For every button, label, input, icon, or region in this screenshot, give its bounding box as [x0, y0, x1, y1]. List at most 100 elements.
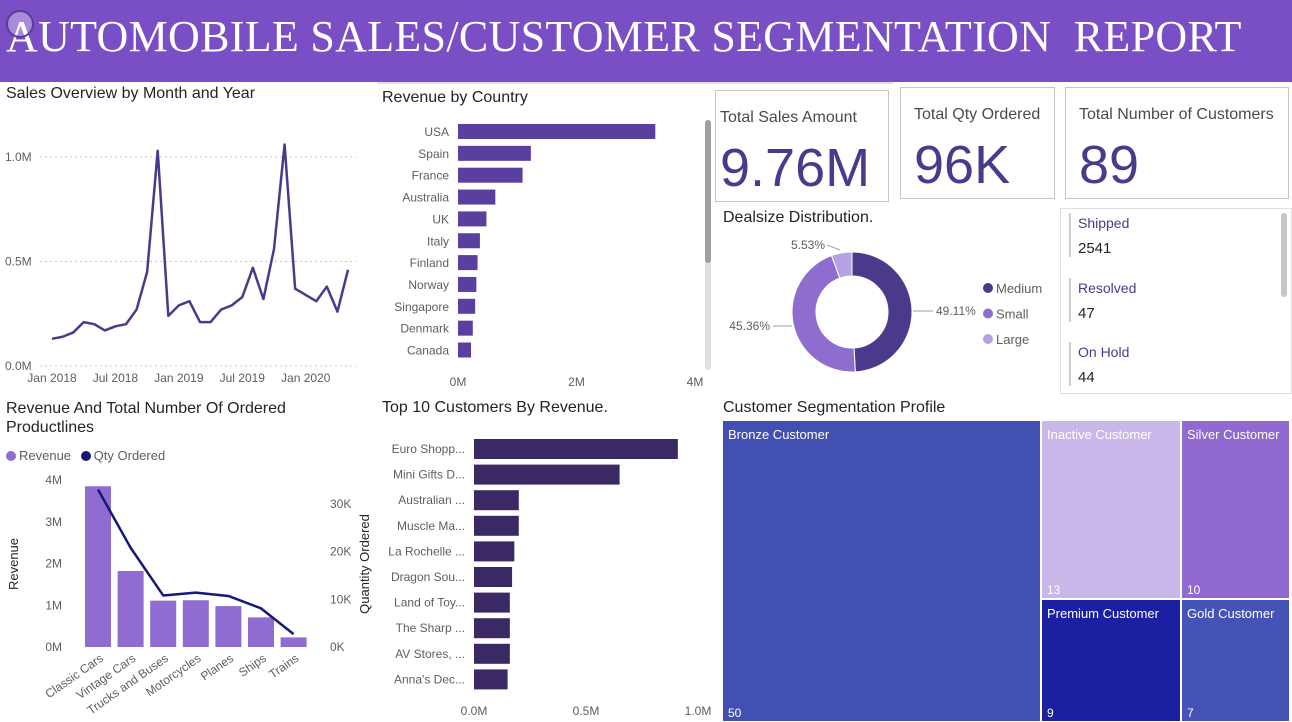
country-label: Italy [427, 234, 449, 248]
treemap-cell[interactable]: Gold Customer 7 [1181, 599, 1290, 722]
customer-bar [474, 669, 508, 690]
donut-data-label: 49.11% [936, 304, 976, 318]
legend-label: Large [996, 332, 1029, 347]
status-accent [1069, 213, 1071, 257]
country-scroll-thumb[interactable] [705, 120, 711, 263]
status-accent [1069, 342, 1071, 386]
donut-slice [851, 251, 913, 373]
country-bar [458, 167, 523, 183]
revenue-bar [85, 486, 111, 647]
legend-dot [983, 308, 993, 319]
y2-tick-label: 20K [330, 545, 351, 559]
country-scrollbar[interactable] [705, 120, 711, 370]
category-label: Ships [236, 651, 269, 680]
dealsize-title: Dealsize Distribution. [723, 209, 874, 226]
y-tick-label: 1.0M [5, 150, 32, 164]
revenue-bar [182, 600, 209, 647]
sales-overview-chart[interactable]: 0.0M 0.5M 1.0M Jan 2018 Jul 2018 Jan 2019 Jul … [0, 105, 370, 390]
country-bar [458, 145, 531, 161]
y-tick-label: 2M [45, 557, 62, 571]
customer-bar [474, 592, 510, 613]
x-tick-label: 1.0M [685, 704, 712, 718]
legend-label: Small [996, 307, 1029, 322]
top-customers-title: Top 10 Customers By Revenue. [382, 399, 608, 416]
y2-tick-label: 30K [330, 497, 351, 511]
legend-revenue: Revenue [19, 448, 72, 463]
productlines-legend: Revenue Qty Ordered [6, 448, 165, 463]
segmentation-title: Customer Segmentation Profile [723, 399, 946, 416]
country-bar [458, 320, 473, 336]
category-label: Trains [266, 651, 301, 681]
revenue-bar [117, 571, 144, 647]
x-tick-label: 0.0M [461, 704, 488, 718]
customer-label: Anna's Dec... [394, 672, 465, 686]
focus-mode-icon[interactable] [6, 10, 34, 38]
status-shipped-label: Shipped [1078, 215, 1130, 231]
legend-dot-revenue [6, 451, 16, 461]
revenue-bar [248, 617, 274, 647]
customer-label: Australian ... [398, 493, 465, 507]
x-tick-label: Jan 2018 [27, 371, 77, 385]
legend-dot [983, 334, 993, 344]
treemap-cell[interactable]: Silver Customer 10 [1181, 420, 1290, 599]
kpi-value: 96K [914, 135, 1011, 195]
y2-tick-label: 10K [330, 592, 351, 606]
productlines-chart[interactable]: 0M 1M 2M 3M 4M 0K 10K 20K 30K Revenue Quantity Ord… [0, 466, 378, 722]
x-tick-label: Jan 2020 [281, 371, 331, 385]
country-bar [458, 211, 487, 227]
kpi-label: Total Sales Amount [720, 109, 857, 126]
country-label: Finland [410, 256, 449, 270]
customer-bar [474, 643, 510, 664]
treemap-cell[interactable]: Premium Customer 9 [1041, 599, 1181, 722]
dealsize-donut-chart[interactable]: 49.11% 45.36% 5.53% Medium Small Large [715, 228, 1055, 398]
country-bar [458, 255, 478, 271]
x-tick-label: 2M [568, 375, 585, 389]
treemap-cell-value: 10 [1187, 583, 1201, 597]
treemap-cell-value: 50 [728, 706, 742, 720]
treemap-cell-value: 13 [1047, 583, 1061, 597]
status-onhold-label: On Hold [1078, 344, 1130, 360]
top-customers-chart[interactable]: Euro Shopp... Mini Gifts D... Australian .… [377, 428, 717, 722]
kpi-total-customers: Total Number of Customers 89 [1065, 87, 1289, 199]
customer-label: Dragon Sou... [391, 570, 465, 584]
country-label: France [412, 169, 450, 183]
legend-dot-qty [80, 451, 91, 461]
treemap-cell[interactable]: Inactive Customer 13 [1041, 420, 1181, 599]
treemap-cell[interactable]: Bronze Customer 50 [722, 420, 1041, 722]
treemap-cell-value: 9 [1047, 706, 1054, 720]
customer-label: Euro Shopp... [392, 442, 465, 456]
legend-dot [983, 283, 993, 293]
donut-slice [830, 251, 853, 279]
treemap-cell-label: Bronze Customer [728, 427, 830, 442]
donut-slice [791, 254, 856, 373]
qty-line [96, 488, 295, 636]
country-bar [458, 124, 656, 139]
country-bar [458, 233, 480, 249]
y-tick-label: 0M [45, 640, 62, 654]
customer-label: AV Stores, ... [395, 647, 465, 661]
kpi-total-sales: Total Sales Amount 9.76M [715, 90, 889, 202]
country-label: Singapore [394, 300, 449, 314]
customer-label: Mini Gifts D... [393, 468, 465, 482]
kpi-value: 9.76M [720, 138, 871, 198]
donut-leader [826, 244, 841, 251]
segmentation-treemap[interactable]: Bronze Customer 50 Inactive Customer 13 Silv… [722, 420, 1290, 722]
kpi-total-qty: Total Qty Ordered 96K [900, 87, 1055, 199]
x-tick-label: 4M [687, 375, 704, 389]
country-label: UK [432, 212, 449, 226]
y-tick-label: 4M [45, 473, 62, 487]
status-scrollbar[interactable] [1281, 213, 1287, 297]
sales-overview-title: Sales Overview by Month and Year [6, 85, 256, 102]
country-bar [458, 276, 477, 292]
country-label: Australia [402, 191, 449, 205]
y-tick-label: 1M [45, 598, 62, 612]
legend-qty: Qty Ordered [93, 448, 166, 463]
legend-label: Medium [996, 281, 1042, 296]
status-resolved-label: Resolved [1078, 280, 1137, 296]
revenue-bar [150, 600, 177, 647]
y2-axis-label: Quantity Ordered [357, 514, 372, 614]
productlines-title: Revenue And Total Number Of Ordered Prod… [6, 400, 286, 436]
revenue-by-country-chart[interactable]: USA Spain France Australia UK Italy Finland Nor… [377, 112, 707, 394]
donut-data-label: 45.36% [729, 319, 770, 333]
country-label: Denmark [400, 322, 450, 336]
